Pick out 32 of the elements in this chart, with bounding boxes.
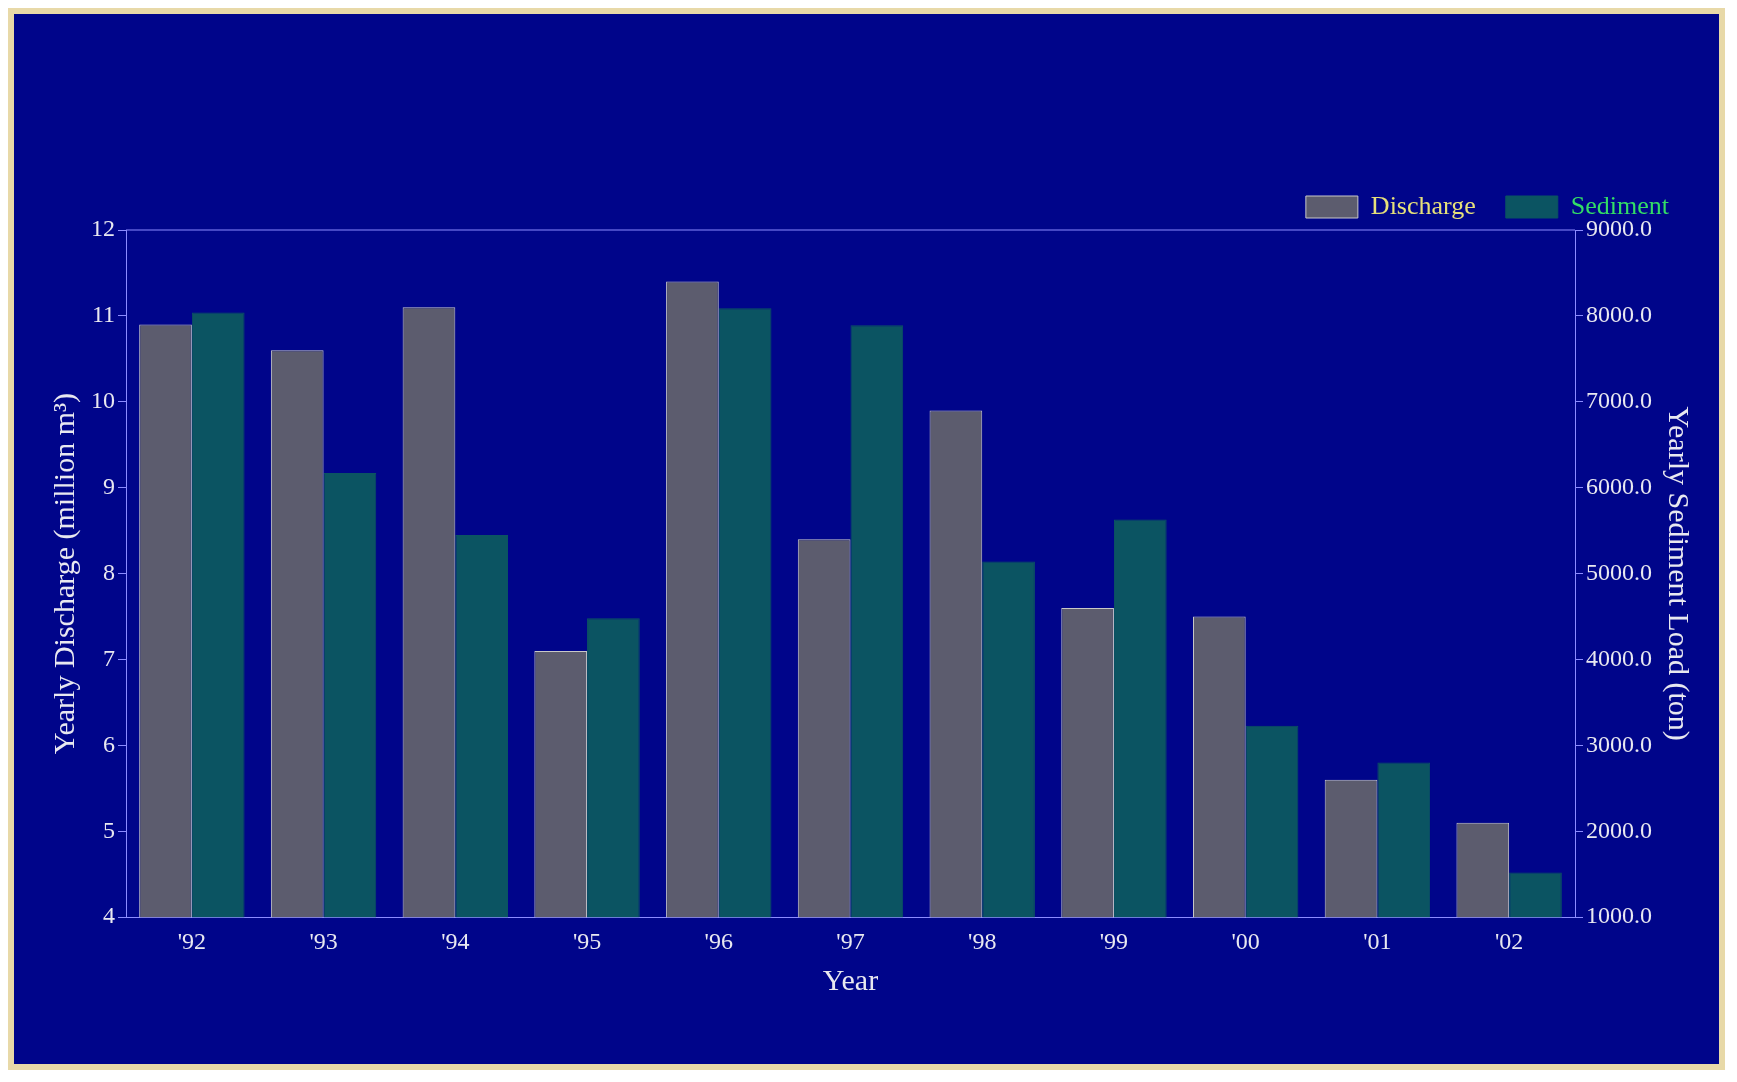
x-tick-label: '94 [441,927,470,954]
x-tick-label: '96 [704,927,733,954]
y2-tick-label: 5000.0 [1586,558,1652,585]
y-tick-label: 5 [103,816,115,843]
x-tick-label: '97 [836,927,865,954]
x-tick-label: '93 [309,927,338,954]
y2-tick-label: 8000.0 [1586,301,1652,328]
y-tick-label: 8 [103,558,115,585]
y2-axis-title: Yearly Sediment Load (ton) [1662,406,1697,741]
legend-label: Discharge [1370,190,1476,220]
x-axis-title: Year [822,962,879,996]
y-axis-title: Yearly Discharge (million m³) [46,393,81,755]
y2-tick-label: 6000.0 [1586,473,1652,499]
x-tick-label: '00 [1231,927,1260,954]
y2-tick-label: 2000.0 [1586,816,1652,843]
y2-tick-label: 4000.0 [1586,644,1652,671]
y-tick-label: 7 [103,644,115,671]
y-tick-label: 6 [103,730,115,757]
y-tick-label: 11 [91,301,115,328]
x-tick-label: '01 [1363,927,1392,954]
x-tick-label: '99 [1099,927,1129,954]
x-tick-label: '95 [572,927,602,954]
x-tick-label: '98 [968,927,997,954]
y-tick-label: 4 [103,902,115,929]
y-tick-label: 9 [103,473,115,499]
y2-tick-label: 1000.0 [1586,902,1652,929]
y-tick-label: 10 [91,387,115,414]
x-tick-label: '92 [177,927,207,954]
x-tick-label: '02 [1494,927,1524,954]
y2-tick-label: 3000.0 [1586,730,1652,757]
y-tick-label: 12 [91,215,115,242]
y2-tick-label: 7000.0 [1586,387,1652,414]
